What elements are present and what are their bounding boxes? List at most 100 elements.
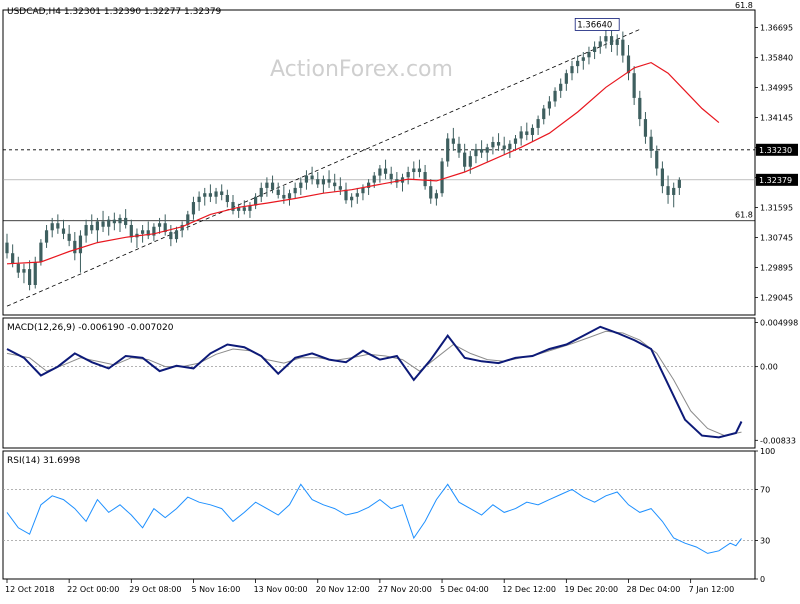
time-axis-label: 13 Nov 00:00: [254, 585, 308, 594]
time-axis-label: 22 Oct 00:00: [67, 585, 119, 594]
rsi-axis-label: 70: [760, 485, 770, 494]
rsi-line-group: [6, 483, 742, 554]
rsi-axis-label: 30: [760, 537, 770, 546]
candle-body: [491, 142, 495, 148]
candle-body: [564, 73, 568, 84]
candle-body: [530, 127, 535, 135]
time-axis: 12 Oct 2018 22 Oct 00:00 29 Oct 08:00 5 Nov…: [5, 579, 734, 594]
fib-level-top-label: 61.8: [735, 1, 753, 10]
candle-body: [576, 60, 580, 67]
candle-body: [626, 55, 631, 74]
candle-body: [39, 242, 43, 263]
candle-body: [237, 207, 241, 211]
candle-body: [84, 224, 88, 236]
candle-body: [344, 189, 348, 201]
candle-body: [383, 168, 388, 174]
price-panel-header: USDCAD,H4 1.32301 1.32390 1.32277 1.3237…: [7, 7, 222, 17]
price-axis-label: 1.31595: [760, 204, 793, 213]
current-price-label: 1.32379: [759, 176, 792, 185]
candle-body: [559, 83, 563, 91]
candle-body: [367, 182, 371, 188]
candle-body: [101, 221, 105, 227]
candle-body: [502, 145, 506, 150]
candle-body: [242, 207, 246, 211]
candle-body: [406, 172, 410, 178]
price-levels: 61.8 61.8: [3, 1, 755, 222]
price-axis-label: 1.29045: [760, 294, 793, 303]
candle-body: [609, 36, 614, 45]
candle-body: [632, 73, 636, 98]
time-axis-label: 12 Oct 2018: [5, 585, 54, 594]
candle-body: [621, 39, 625, 56]
moving-average-group: [6, 61, 720, 265]
candle-body: [310, 175, 314, 180]
rsi-line: [6, 483, 742, 554]
candle-body: [203, 193, 207, 197]
candle-body: [276, 189, 280, 195]
macd-panel-frame: [2, 317, 756, 449]
time-axis-label: 20 Nov 12:00: [316, 585, 370, 594]
resistance-price-label: 1.33230: [759, 146, 792, 155]
candle-body: [593, 46, 597, 53]
candle-body: [536, 119, 540, 128]
current-price-badge: [756, 173, 798, 186]
candle-body: [16, 263, 20, 273]
candle-body: [440, 161, 444, 194]
candle-body: [124, 217, 128, 225]
candle-body: [378, 168, 382, 176]
candle-body: [197, 196, 201, 203]
rsi-levels: [3, 489, 755, 541]
moving-average-line: [6, 61, 720, 265]
candle-body: [508, 143, 512, 150]
resistance-price-badge: [756, 143, 798, 156]
candle-body: [248, 205, 252, 211]
time-axis-label: 19 Dec 20:00: [564, 585, 618, 594]
candle-body: [327, 179, 331, 183]
fib-level-bottom-label: 61.8: [735, 211, 753, 220]
candle-body: [214, 191, 218, 197]
candle-body: [304, 175, 309, 183]
time-axis-label: 5 Nov 16:00: [191, 585, 240, 594]
candle-body: [468, 156, 472, 167]
candle-body: [287, 193, 292, 199]
time-axis-label: 5 Dec 04:00: [440, 585, 489, 594]
time-axis-label: 7 Jan 12:00: [689, 585, 735, 594]
candle-body: [677, 179, 681, 188]
candle-body: [355, 193, 359, 197]
candle-body: [180, 224, 184, 231]
candle-body: [542, 108, 546, 120]
candle-body: [553, 90, 557, 102]
price-axis-label: 1.30745: [760, 234, 793, 243]
candle-body: [321, 179, 325, 185]
candle-body: [220, 191, 224, 195]
candle-body: [361, 187, 365, 194]
time-axis-label: 27 Nov 20:00: [378, 585, 432, 594]
candle-body: [112, 219, 116, 224]
candle-body: [22, 269, 26, 273]
watermark-text: ActionForex.com: [270, 57, 453, 82]
macd-axis-label: -0.00833: [760, 436, 796, 445]
candle-body: [496, 142, 501, 146]
macd-axis-label: 0.00: [760, 363, 778, 372]
candle-body: [50, 223, 54, 231]
candle-body: [423, 172, 427, 187]
time-axis-label: 12 Dec 12:00: [502, 585, 556, 594]
candle-body: [604, 36, 608, 42]
candle-body: [350, 196, 354, 201]
rsi-axis: 100 70 30 0: [755, 447, 775, 584]
candle-body: [547, 101, 551, 109]
candle-body: [372, 175, 376, 183]
macd-main-line: [6, 325, 743, 439]
candle-body: [480, 149, 484, 153]
macd-panel-header: MACD(12,26,9) -0.006190 -0.007020: [7, 323, 174, 333]
candle-body: [581, 57, 585, 61]
candle-body: [429, 186, 433, 199]
candle-body: [231, 202, 235, 211]
candle-body: [90, 224, 94, 231]
macd-axis: 0.004998 0.00 -0.00833: [755, 318, 798, 445]
candle-body: [118, 217, 122, 224]
candle-body: [587, 52, 591, 58]
candle-body: [44, 230, 49, 243]
candle-body: [56, 223, 60, 229]
candle-body: [169, 232, 173, 240]
